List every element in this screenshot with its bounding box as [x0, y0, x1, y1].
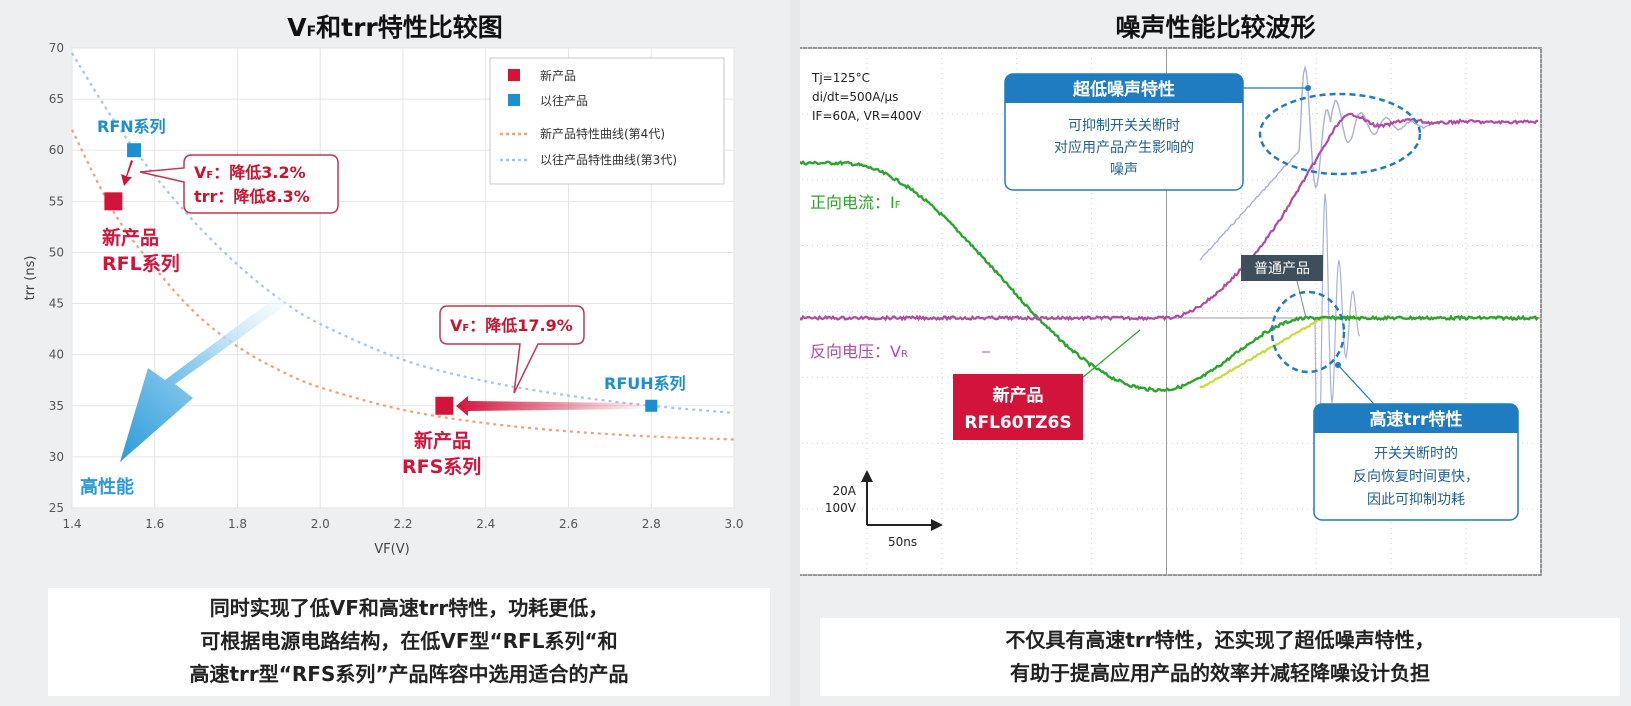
- left-caption-line-1: 同时实现了低VF和高速trr特性，功耗更低，: [209, 596, 609, 620]
- left-chart-title: VF和trr特性比较图: [287, 13, 503, 42]
- old-product-point: [645, 399, 658, 412]
- reverse-voltage-label: 反向电压：VR: [810, 342, 908, 361]
- svg-text:trr：降低8.3%: trr：降低8.3%: [194, 187, 310, 206]
- y-tick-label: 50: [49, 245, 64, 259]
- y-axis-label: trr (ns): [23, 256, 38, 301]
- svg-text:高速trr特性: 高速trr特性: [1370, 409, 1463, 430]
- rfs-label-line1: 新产品: [414, 429, 471, 452]
- rfl-label-line1: 新产品: [102, 226, 159, 249]
- high-performance-arrow: [120, 292, 296, 462]
- x-tick-label: 2.0: [311, 517, 330, 531]
- y-tick-label: 70: [49, 41, 64, 55]
- svg-text:噪声: 噪声: [1110, 162, 1138, 178]
- improvement-arrow: [456, 396, 640, 416]
- condition-didt: di/dt=500A/μs: [812, 90, 898, 104]
- y-tick-label: 25: [49, 501, 64, 515]
- low-noise-callout: 超低噪声特性 可抑制开关关断时 对应用产品产生影响的 噪声: [1004, 73, 1422, 191]
- y-tick-label: 55: [49, 194, 64, 208]
- y-tick-label: 45: [49, 297, 64, 311]
- legend-new-label: 新产品: [540, 68, 576, 83]
- new-product-tag: 新产品 RFL60TZ6S: [953, 329, 1141, 440]
- y-tick-label: 30: [49, 450, 64, 464]
- forward-current-trace: [800, 160, 1539, 393]
- svg-text:对应用产品产生影响的: 对应用产品产生影响的: [1054, 139, 1194, 156]
- svg-text:超低噪声特性: 超低噪声特性: [1073, 79, 1175, 100]
- scale-current: 20A: [833, 484, 857, 498]
- svg-text:反向恢复时间更快，: 反向恢复时间更快，: [1353, 468, 1479, 485]
- normal-product-tag: 普通产品: [1241, 255, 1323, 319]
- chart-legend: 新产品 以往产品 新产品特性曲线(第4代) 以往产品特性曲线(第3代): [489, 57, 725, 185]
- svg-text:普通产品: 普通产品: [1254, 261, 1310, 277]
- fast-trr-callout: 高速trr特性 开关关断时的 反向恢复时间更快， 因此可抑制功耗: [1270, 290, 1519, 521]
- legend-old-label: 以往产品: [540, 93, 588, 108]
- new-product-point: [435, 396, 454, 415]
- right-panel: 噪声性能比较波形 Tj=125°C di/dt=500A/μs IF=60A, …: [800, 0, 1631, 706]
- x-tick-label: 1.4: [62, 517, 81, 531]
- right-caption-line-2: 有助于提高应用产品的效率并减轻降噪设计负担: [1010, 661, 1430, 685]
- scale-voltage: 100V: [825, 501, 857, 515]
- normal-product-ringing: [1314, 193, 1361, 501]
- callout-rfl-reduction: VF：降低3.2% V trr：降低8.3%: [139, 154, 339, 214]
- svg-text:开关关断时的: 开关关断时的: [1374, 446, 1458, 462]
- noise-waveform-chart: Tj=125°C di/dt=500A/μs IF=60A, VR=400V 正…: [800, 47, 1542, 576]
- rfn-label: RFN系列: [97, 117, 166, 136]
- scale-time: 50ns: [888, 535, 917, 549]
- y-tick-label: 65: [49, 92, 64, 106]
- x-tick-label: 1.8: [228, 517, 247, 531]
- rfs-label-line2: RFS系列: [402, 456, 481, 478]
- right-chart-title: 噪声性能比较波形: [1115, 13, 1316, 42]
- svg-text:新产品: 新产品: [993, 385, 1044, 406]
- high-performance-label: 高性能: [80, 476, 134, 498]
- legend-old-marker: [508, 94, 520, 106]
- legend-new-curve-label: 新产品特性曲线(第4代): [540, 126, 665, 141]
- left-caption-line-2: 可根据电源电路结构，在低VF型“RFL系列“和: [200, 629, 618, 653]
- condition-if-vr: IF=60A, VR=400V: [812, 109, 922, 123]
- rfuh-label: RFUH系列: [604, 374, 686, 393]
- x-tick-label: 2.6: [559, 517, 578, 531]
- legend-old-curve-label: 以往产品特性曲线(第3代): [540, 152, 677, 167]
- legend-new-marker: [508, 69, 520, 81]
- left-caption-line-3: 高速trr型“RFS系列”产品阵容中选用适合的产品: [189, 662, 629, 686]
- old-curve-line: [71, 52, 735, 415]
- normal-product-voltage-trace: [1199, 64, 1441, 261]
- x-axis-label: VF(V): [374, 542, 409, 557]
- vf-trr-chart: 1.4 1.6 1.8 2.0 2.2 2.4 2.6 2.8 3.0 25 30 35 40 45 50 5…: [23, 41, 744, 557]
- new-product-point: [104, 192, 123, 211]
- left-panel: VF和trr特性比较图 1.4 1.6 1.8 2.0 2.2 2.4 2.6 2.8 3.0 2…: [0, 0, 790, 706]
- forward-current-label: 正向电流：IF: [810, 193, 901, 212]
- old-product-point: [127, 143, 142, 158]
- right-caption-line-1: 不仅具有高速trr特性，还实现了超低噪声特性，: [1005, 628, 1435, 652]
- scale-indicator: 20A 100V 50ns: [825, 470, 943, 549]
- left-caption: 同时实现了低VF和高速trr特性，功耗更低， 可根据电源电路结构，在低VF型“R…: [48, 588, 770, 696]
- svg-text:RFL60TZ6S: RFL60TZ6S: [964, 413, 1071, 433]
- rfl-improvement-arrow: [121, 160, 133, 186]
- svg-text:因此可抑制功耗: 因此可抑制功耗: [1367, 492, 1465, 508]
- condition-tj: Tj=125°C: [811, 71, 870, 85]
- new-curve-line: [71, 129, 735, 441]
- x-tick-label: 2.4: [476, 517, 495, 531]
- x-tick-label: 2.2: [393, 517, 412, 531]
- svg-text:VF：降低3.2%: VF：降低3.2%: [194, 163, 306, 182]
- callout-rfs-reduction: VF：降低17.9%: [439, 305, 585, 394]
- svg-text:可抑制开关关断时: 可抑制开关关断时: [1068, 118, 1180, 134]
- right-caption: 不仅具有高速trr特性，还实现了超低噪声特性， 有助于提高应用产品的效率并减轻降…: [820, 618, 1620, 696]
- y-tick-label: 60: [49, 143, 64, 157]
- x-tick-label: 2.8: [642, 517, 661, 531]
- svg-text:VF：降低17.9%: VF：降低17.9%: [450, 316, 573, 335]
- x-tick-label: 1.6: [145, 517, 164, 531]
- y-tick-label: 35: [49, 399, 64, 413]
- y-tick-label: 40: [49, 348, 64, 362]
- x-tick-label: 3.0: [724, 517, 743, 531]
- rfl-label-line2: RFL系列: [102, 253, 180, 275]
